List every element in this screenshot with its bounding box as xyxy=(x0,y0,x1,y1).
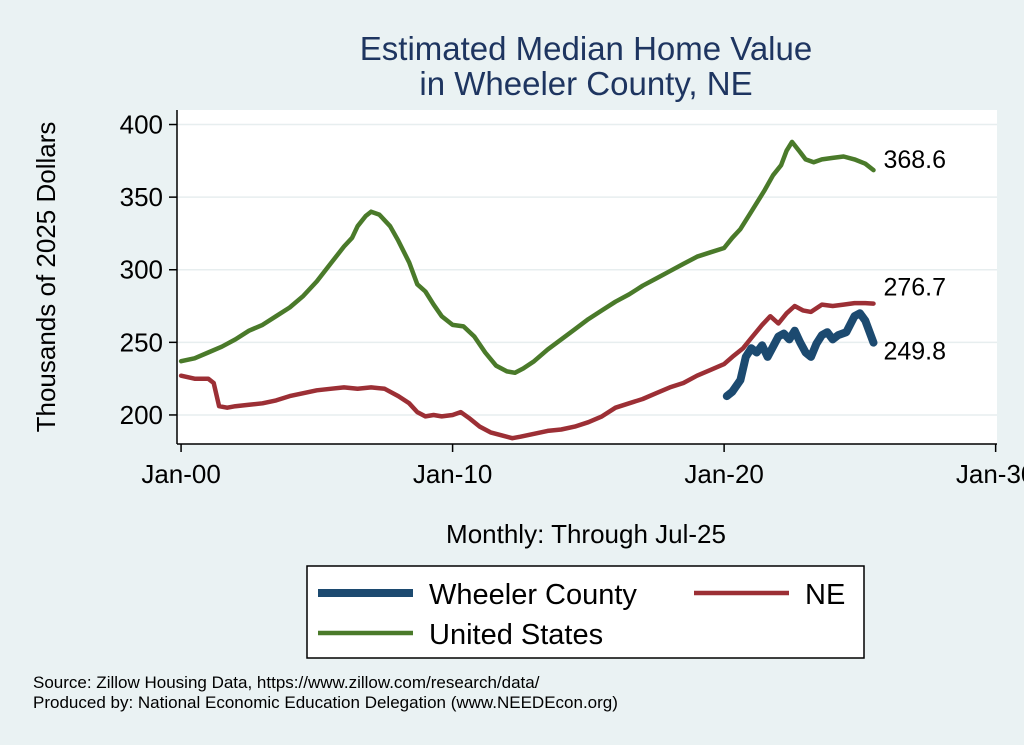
x-tick-label-Jan-00: Jan-00 xyxy=(141,459,221,489)
plot-area xyxy=(177,110,997,444)
end-label-wheeler-county: 249.8 xyxy=(883,338,946,366)
end-label-united-states: 368.6 xyxy=(883,146,946,174)
gridlines xyxy=(177,123,997,416)
x-tick-label-Jan-30: Jan-30 xyxy=(956,459,1024,489)
series-line-wheeler-county xyxy=(722,309,878,401)
legend-box xyxy=(306,565,865,659)
producer-note: Produced by: National Economic Education… xyxy=(33,693,618,712)
y-axis-title: Thousands of 2025 Dollars xyxy=(31,122,61,433)
legend-label-ne: NE xyxy=(805,579,845,611)
y-tick-label-250: 250 xyxy=(120,327,163,357)
y-tick-label-400: 400 xyxy=(120,110,163,140)
series-lines xyxy=(178,139,878,441)
end-label-ne: 276.7 xyxy=(883,274,946,302)
legend-label-wheeler-county: Wheeler County xyxy=(429,579,637,611)
source-note: Source: Zillow Housing Data, https://www… xyxy=(33,673,540,692)
legend-label-united-states: United States xyxy=(429,619,603,651)
y-tick-label-300: 300 xyxy=(120,255,163,285)
y-tick-label-200: 200 xyxy=(120,400,163,430)
legend: Wheeler County NE United States xyxy=(306,565,865,659)
chart-title-line-2: in Wheeler County, NE xyxy=(419,65,752,102)
series-line-ne xyxy=(178,300,876,441)
end-labels: 368.6 276.7 249.8 xyxy=(883,146,946,366)
x-tick-label-Jan-20: Jan-20 xyxy=(684,459,764,489)
x-tick-label-Jan-10: Jan-10 xyxy=(413,459,493,489)
axes: 200 250 300 350 400 Jan-00 Jan-10 Jan-20 Jan-30 xyxy=(120,110,1024,489)
y-tick-label-350: 350 xyxy=(120,182,163,212)
series-line-united-states xyxy=(178,139,876,376)
chart-title-line-1: Estimated Median Home Value xyxy=(360,30,812,67)
x-axis-title: Monthly: Through Jul-25 xyxy=(446,519,726,549)
